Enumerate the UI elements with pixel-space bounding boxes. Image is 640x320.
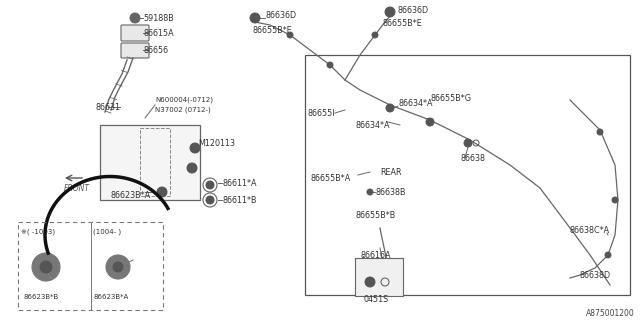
Text: REAR: REAR xyxy=(380,167,401,177)
Text: 86634*A: 86634*A xyxy=(398,99,433,108)
Text: 86636D: 86636D xyxy=(265,11,296,20)
Circle shape xyxy=(113,262,123,272)
Text: M120113: M120113 xyxy=(198,139,235,148)
Circle shape xyxy=(206,181,214,189)
Text: 86631: 86631 xyxy=(95,102,120,111)
Text: (1004- ): (1004- ) xyxy=(93,229,122,235)
Text: 0451S: 0451S xyxy=(363,295,388,305)
FancyBboxPatch shape xyxy=(121,43,149,58)
Text: 86638: 86638 xyxy=(460,154,485,163)
Circle shape xyxy=(206,196,214,204)
Text: 86638D: 86638D xyxy=(580,270,611,279)
Text: 86655B*E: 86655B*E xyxy=(382,19,422,28)
Text: 86634*A: 86634*A xyxy=(355,121,390,130)
FancyBboxPatch shape xyxy=(121,25,149,41)
Bar xyxy=(140,128,170,196)
Circle shape xyxy=(157,187,167,197)
Circle shape xyxy=(327,62,333,68)
Bar xyxy=(355,258,403,296)
Circle shape xyxy=(130,13,140,23)
Text: 59188B: 59188B xyxy=(143,13,173,22)
Text: 86638B: 86638B xyxy=(375,188,406,196)
Circle shape xyxy=(605,252,611,258)
Text: A875001200: A875001200 xyxy=(586,308,635,317)
Text: 86638C*A: 86638C*A xyxy=(570,226,610,235)
Text: 86655I: 86655I xyxy=(307,108,335,117)
Text: 86655B*G: 86655B*G xyxy=(430,93,471,102)
Circle shape xyxy=(385,7,395,17)
Text: 86655B*E: 86655B*E xyxy=(252,26,292,35)
Bar xyxy=(18,222,163,310)
Circle shape xyxy=(250,13,260,23)
Text: 86611*B: 86611*B xyxy=(222,196,257,204)
Circle shape xyxy=(365,277,375,287)
Text: 86636D: 86636D xyxy=(397,5,428,14)
Circle shape xyxy=(372,32,378,38)
Circle shape xyxy=(190,143,200,153)
Circle shape xyxy=(32,253,60,281)
Bar xyxy=(305,55,630,295)
Text: 86611*A: 86611*A xyxy=(222,179,257,188)
Circle shape xyxy=(464,139,472,147)
Text: 86623B*A: 86623B*A xyxy=(93,294,128,300)
Circle shape xyxy=(426,118,434,126)
Text: 86623B*B: 86623B*B xyxy=(23,294,58,300)
Circle shape xyxy=(187,163,197,173)
Text: ※( -1003): ※( -1003) xyxy=(21,229,55,235)
Bar xyxy=(100,125,200,200)
Text: 86656: 86656 xyxy=(143,45,168,54)
Text: 86655B*B: 86655B*B xyxy=(355,211,396,220)
Text: N600004(-0712): N600004(-0712) xyxy=(155,97,213,103)
Text: FRONT: FRONT xyxy=(64,183,90,193)
Circle shape xyxy=(40,261,52,273)
Circle shape xyxy=(612,197,618,203)
Circle shape xyxy=(386,104,394,112)
Text: 86623B*A: 86623B*A xyxy=(110,190,150,199)
Circle shape xyxy=(367,189,373,195)
Circle shape xyxy=(106,255,130,279)
Text: N37002 (0712-): N37002 (0712-) xyxy=(155,107,211,113)
Text: 86655B*A: 86655B*A xyxy=(310,173,350,182)
Circle shape xyxy=(287,32,293,38)
Text: 86615A: 86615A xyxy=(143,28,173,37)
Circle shape xyxy=(597,129,603,135)
Text: 86616A: 86616A xyxy=(360,251,390,260)
